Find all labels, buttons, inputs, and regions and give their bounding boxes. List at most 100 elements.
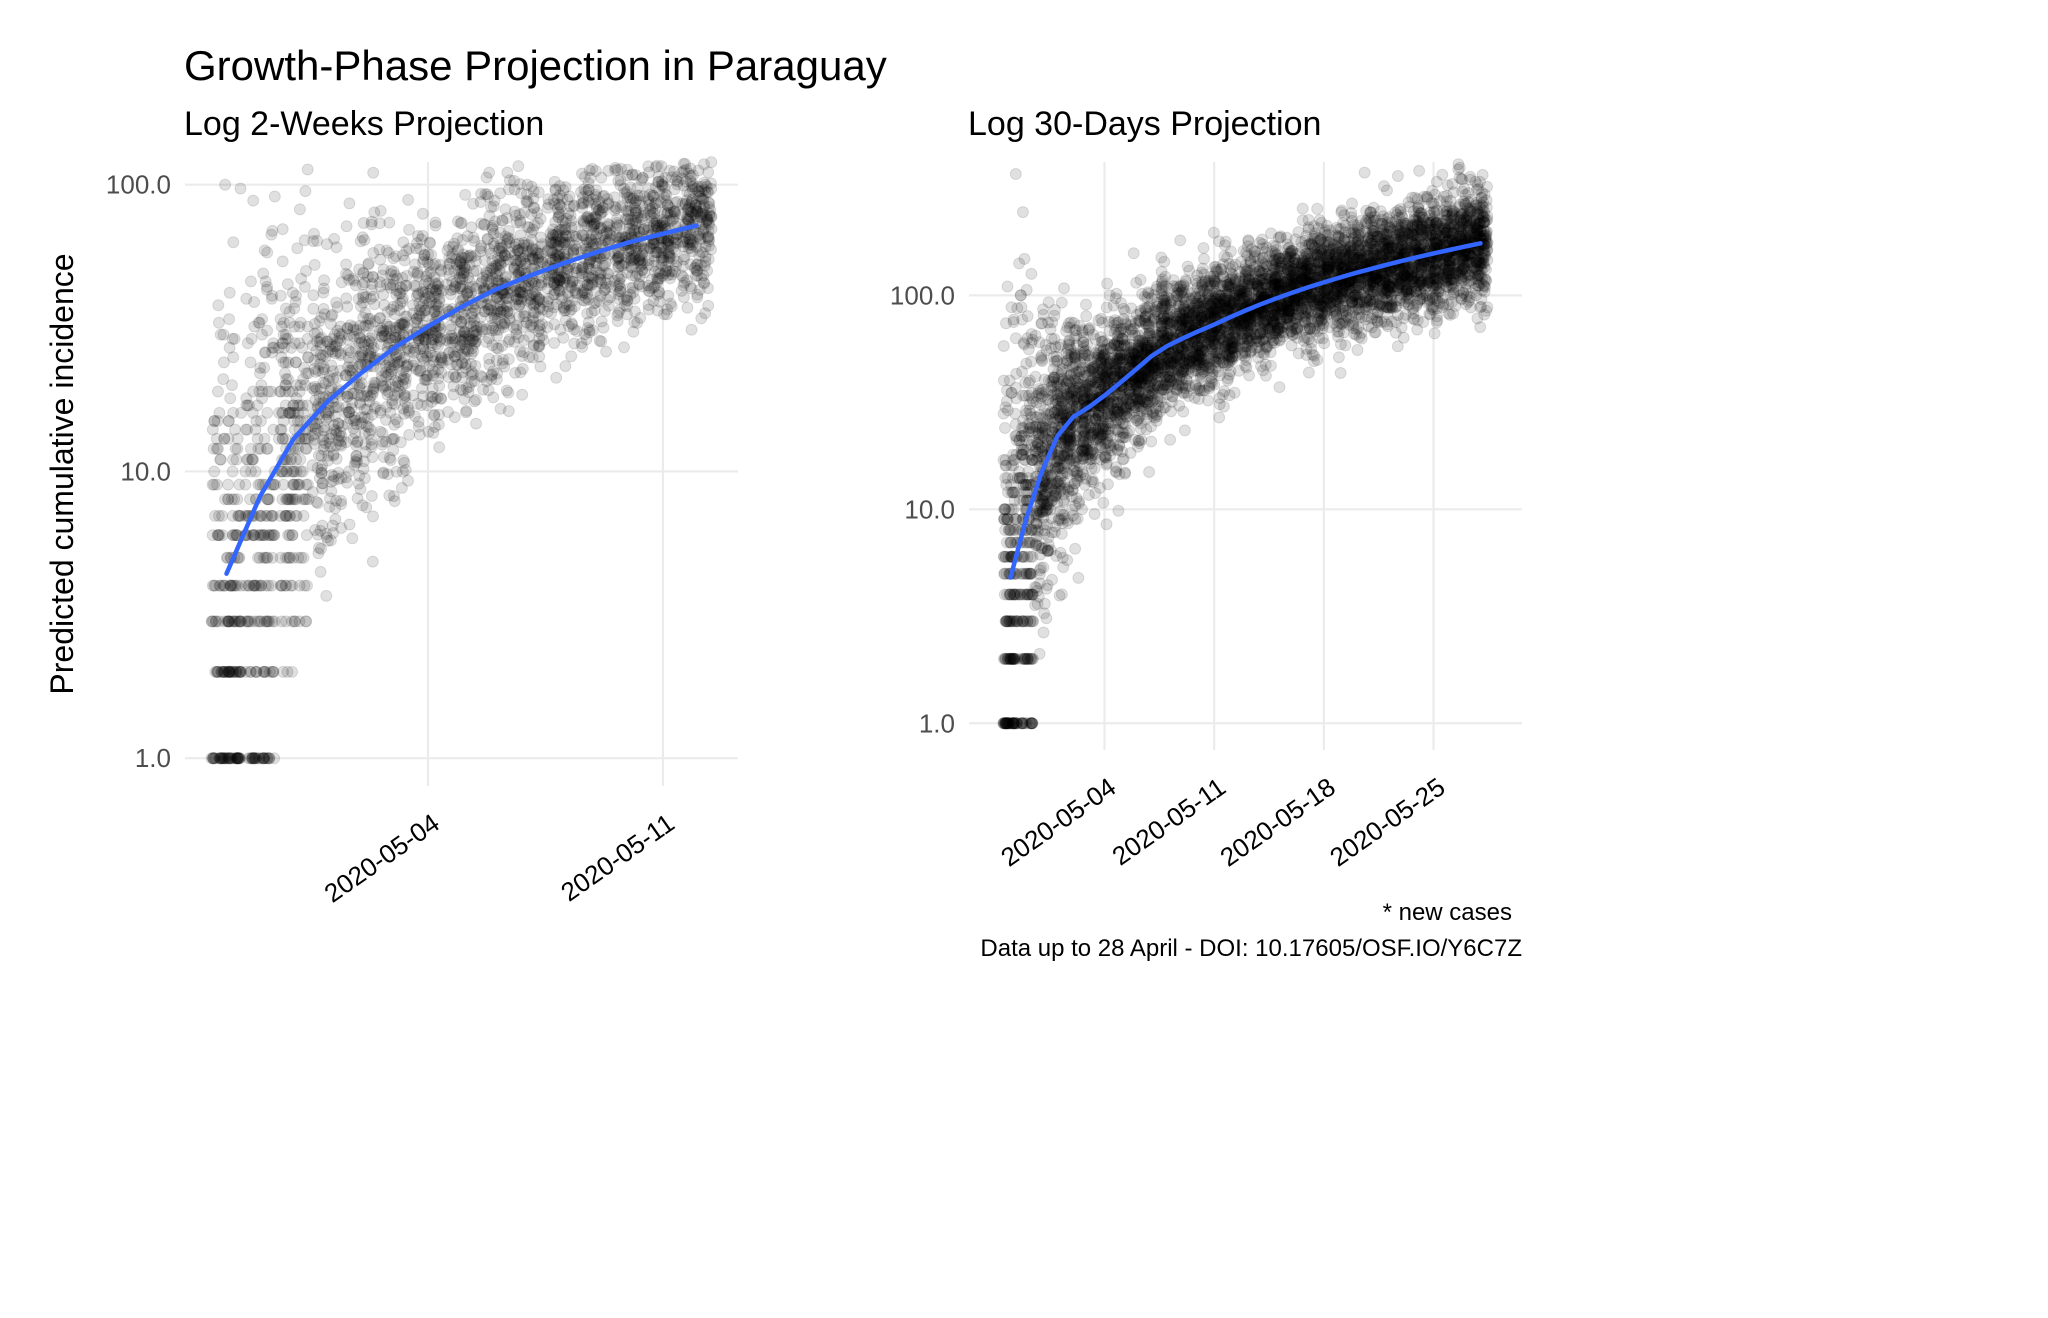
draw-point xyxy=(224,665,236,678)
draw-point xyxy=(394,318,407,331)
draw-point xyxy=(288,415,301,427)
draw-point xyxy=(1005,386,1018,399)
draw-point xyxy=(1080,310,1093,323)
draw-point xyxy=(1107,299,1120,312)
draw-point xyxy=(329,502,342,515)
draw-point xyxy=(233,752,246,765)
draw-point xyxy=(227,529,240,542)
draw-point xyxy=(559,360,572,373)
draw-point xyxy=(1017,550,1030,563)
draw-point xyxy=(691,269,704,282)
draw-point xyxy=(223,313,236,326)
draw-point xyxy=(704,204,717,216)
draw-point xyxy=(459,188,472,201)
draw-point xyxy=(220,752,233,765)
draw-point xyxy=(275,579,288,592)
draw-point xyxy=(257,752,270,765)
draw-point xyxy=(1049,520,1062,533)
draw-point xyxy=(356,231,369,244)
draw-point xyxy=(363,427,376,440)
draw-point xyxy=(279,367,291,380)
draw-point xyxy=(357,311,370,324)
draw-point xyxy=(1143,466,1156,478)
draw-point xyxy=(652,175,665,188)
draw-point xyxy=(510,319,523,332)
draw-point xyxy=(999,422,1011,434)
draw-point xyxy=(214,752,227,765)
draw-point xyxy=(330,296,343,309)
draw-point xyxy=(559,181,572,194)
draw-point xyxy=(232,509,245,522)
draw-point xyxy=(226,493,238,506)
draw-point xyxy=(314,565,327,578)
draw-point xyxy=(586,324,599,337)
draw-point xyxy=(595,335,608,348)
draw-point xyxy=(1125,342,1138,355)
draw-point xyxy=(224,392,237,405)
draw-point xyxy=(1093,481,1106,494)
draw-point xyxy=(522,195,535,208)
draw-point xyxy=(613,273,626,286)
draw-point xyxy=(205,615,218,628)
draw-point xyxy=(240,292,253,305)
draw-point xyxy=(1142,318,1155,330)
draw-point xyxy=(418,354,431,367)
draw-point xyxy=(428,408,441,421)
draw-point xyxy=(610,216,623,229)
draw-point xyxy=(552,206,565,219)
draw-point xyxy=(357,217,370,229)
draw-point xyxy=(626,169,639,181)
draw-point xyxy=(214,453,227,466)
draw-point xyxy=(534,360,547,373)
draw-point xyxy=(628,292,641,305)
draw-point xyxy=(266,529,279,542)
draw-point xyxy=(279,615,292,628)
draw-point xyxy=(318,308,331,321)
draw-point xyxy=(212,442,224,455)
draw-point xyxy=(459,362,472,374)
draw-point xyxy=(226,465,239,478)
draw-point xyxy=(478,219,490,231)
draw-point xyxy=(477,383,490,396)
draw-point xyxy=(685,323,698,336)
draw-point xyxy=(234,182,247,195)
draw-point xyxy=(228,529,241,542)
draw-point xyxy=(289,296,302,308)
draw-point xyxy=(490,373,503,386)
draw-point xyxy=(212,529,225,542)
draw-point xyxy=(223,752,236,765)
draw-point xyxy=(508,335,521,348)
draw-point xyxy=(517,310,530,323)
draw-point xyxy=(257,665,270,678)
draw-point xyxy=(227,665,240,678)
draw-point xyxy=(705,156,718,169)
draw-point xyxy=(227,406,240,419)
draw-point xyxy=(441,353,454,366)
draw-point xyxy=(395,481,408,494)
draw-point xyxy=(1037,561,1050,574)
draw-point xyxy=(209,665,222,678)
draw-point xyxy=(214,752,227,765)
draw-point xyxy=(1080,382,1092,395)
draw-point xyxy=(234,665,247,678)
draw-point xyxy=(389,331,402,344)
draw-point xyxy=(209,579,222,592)
draw-point xyxy=(233,615,246,628)
draw-point xyxy=(1038,607,1051,620)
draw-point xyxy=(239,465,252,478)
draw-point xyxy=(234,615,247,628)
draw-point xyxy=(702,299,715,312)
draw-point xyxy=(223,615,236,628)
draw-point xyxy=(681,301,694,314)
draw-point xyxy=(235,579,248,592)
draw-point xyxy=(353,331,366,344)
draw-point xyxy=(689,182,702,195)
draw-point xyxy=(1046,389,1059,402)
draw-point xyxy=(1015,567,1027,580)
draw-point xyxy=(296,341,309,354)
draw-point xyxy=(1002,524,1015,536)
draw-point xyxy=(235,406,248,419)
draw-point xyxy=(595,206,607,219)
draw-point xyxy=(692,164,705,177)
draw-point xyxy=(1048,304,1061,316)
